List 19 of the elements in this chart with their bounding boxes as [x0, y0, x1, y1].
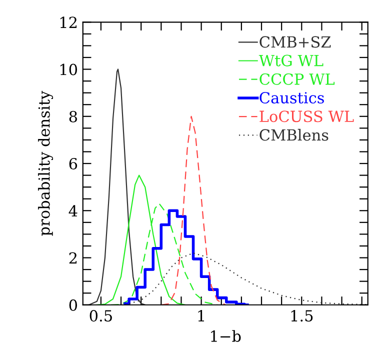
legend-label: Caustics [260, 92, 324, 104]
legend-label: CMBlens [260, 128, 328, 141]
legend-label: CMB+SZ [260, 36, 331, 48]
y-axis-title: probability density [38, 90, 54, 236]
y-tick-label: 10 [60, 64, 78, 76]
y-tick-label: 8 [69, 110, 78, 122]
x-tick-label: 0.5 [90, 310, 112, 322]
y-tick-label: 2 [69, 252, 77, 264]
y-tick-label: 4 [68, 205, 78, 216]
x-tick-label: 1.5 [291, 310, 313, 322]
y-tick-label: 6 [69, 158, 78, 170]
legend-label: WtG WL [258, 54, 324, 66]
line-series [160, 116, 226, 305]
y-tick-label: 12 [60, 16, 77, 28]
legend-label: LoCUSS WL [260, 110, 354, 122]
y-tick-label: 0 [69, 299, 78, 311]
x-tick-label: 1 [198, 310, 204, 322]
x-axis-title: 1−b [211, 330, 241, 342]
legend-label: CCCP WL [260, 73, 335, 85]
